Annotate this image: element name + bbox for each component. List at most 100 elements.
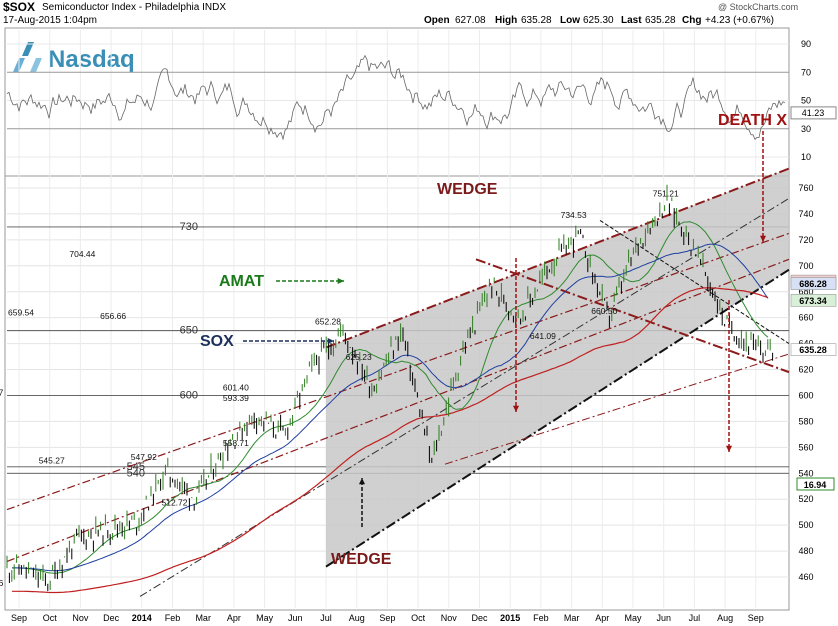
death-x-label: DEATH X [718, 112, 787, 129]
y-tick-label: 740 [798, 209, 813, 219]
x-tick-label: Sep [11, 613, 27, 623]
x-tick-label: Dec [471, 613, 488, 623]
price-label: 751.21 [653, 188, 679, 198]
price-label: 597.67 [0, 387, 4, 397]
rsi-tick-label: 90 [801, 39, 811, 49]
last-price-tag: 635.28 [790, 343, 837, 356]
channel-line-upper [6, 232, 790, 511]
header-low-value: 625.30 [583, 15, 614, 26]
y-tick-label: 460 [798, 572, 813, 582]
price-label: 704.44 [69, 249, 95, 259]
x-tick-label: Mar [564, 613, 580, 623]
wedge-pattern [6, 167, 790, 597]
price-label: 652.28 [315, 317, 341, 327]
rsi-tick-label: 30 [801, 124, 811, 134]
price-label: 601.40 [223, 383, 249, 393]
price-label: 593.39 [223, 393, 249, 403]
rsi-indicator: 10 30 50 70 90 41.23 [6, 39, 837, 162]
y-tick-label: 480 [798, 546, 813, 556]
x-tick-label: Feb [165, 613, 181, 623]
lower-indicator-tag: 16.94 [796, 477, 835, 491]
header-symbol: $SOX [3, 0, 35, 14]
price-bars [6, 184, 774, 592]
header-open-label: Open [424, 15, 450, 26]
price-label: 558.71 [223, 438, 249, 448]
x-tick-label: Jul [320, 613, 332, 623]
chart-header: $SOX Semiconductor Index - Philadelphia … [3, 0, 798, 26]
y-tick-label: 700 [798, 261, 813, 271]
y-tick-label: 560 [798, 442, 813, 452]
x-tick-label: Jun [288, 613, 303, 623]
header-chg-value: +4.23 (+0.67%) [705, 15, 774, 26]
x-tick-label: May [624, 613, 642, 623]
ma-red-line [12, 287, 769, 594]
rsi-tick-label: 70 [801, 67, 811, 77]
amat-arrow [276, 277, 344, 285]
nasdaq-logo-text: Nasdaq [48, 46, 135, 73]
x-tick-label: Apr [227, 613, 241, 623]
level-label: 730 [180, 221, 198, 233]
lower-indicator-tag-box [796, 477, 835, 491]
ma-green-line [12, 221, 769, 574]
header-chg-label: Chg [682, 15, 701, 26]
rsi-last-tag-text: 41.23 [802, 108, 825, 118]
ma-blue-line [12, 243, 769, 572]
support-line [444, 353, 790, 465]
x-tick-label: Mar [195, 613, 211, 623]
price-label: 641.09 [530, 331, 556, 341]
sox-arrow [243, 337, 334, 345]
wedge-drop-arrow-1 [512, 258, 520, 412]
death-x-arrow [759, 131, 767, 242]
y-tick-label: 500 [798, 520, 813, 530]
level-label: 545 [127, 461, 145, 473]
x-tick-label: Jul [689, 613, 701, 623]
y-tick-label: 760 [798, 183, 813, 193]
ma-blue-tag-text: 686.28 [799, 279, 827, 289]
ma-blue-tag: 686.28 [790, 277, 837, 290]
level-label: 600 [180, 389, 198, 401]
y-tick-label: 720 [798, 235, 813, 245]
price-label: 625.23 [346, 352, 372, 362]
price-label: 659.54 [8, 307, 34, 317]
wedge-label-bottom: WEDGE [331, 551, 392, 568]
rsi-tick-label: 50 [801, 96, 811, 106]
level-label: 540 [127, 467, 145, 479]
header-name: Semiconductor Index - Philadelphia INDX [42, 2, 226, 13]
sox-arrow-head [327, 337, 334, 345]
ma-green-tag-text: 673.34 [799, 296, 827, 306]
price-label: 545.27 [39, 455, 65, 465]
x-tick-label: Aug [717, 613, 733, 623]
header-last-label: Last [621, 15, 642, 26]
ma-green-tag: 673.34 [790, 294, 837, 307]
wedge-label-top: WEDGE [437, 181, 498, 198]
wedge-drop-arrow-2-head [725, 445, 733, 452]
lower-indicator-tag-text: 16.94 [804, 480, 827, 490]
death-x-arrow-head [759, 235, 767, 242]
rsi-last-tag: 41.23 [790, 106, 837, 120]
x-tick-label: 2014 [132, 613, 152, 623]
x-tick-label: 2015 [500, 613, 520, 623]
price-label: 734.53 [561, 210, 587, 220]
x-tick-label: Nov [441, 613, 458, 623]
price-label: 656.66 [100, 311, 126, 321]
price-label: 512.72 [162, 498, 188, 508]
price-label: 660.50 [591, 306, 617, 316]
x-axis-ticks: Sep Oct Nov Dec 2014 Feb Mar Apr May Jun Jul Aug Sep… [11, 613, 764, 623]
nasdaq-logo: Nasdaq [13, 42, 135, 73]
header-last-value: 635.28 [645, 15, 676, 26]
x-tick-label: Feb [533, 613, 549, 623]
wedge-lower-line [325, 268, 790, 568]
amat-label: AMAT [219, 273, 264, 290]
price-label: 450.56 [0, 578, 4, 588]
rsi-last-tag-box [790, 106, 837, 120]
x-tick-label: Oct [411, 613, 426, 623]
y-tick-label: 540 [798, 468, 813, 478]
channel-line-lower [6, 258, 790, 562]
downtrend-line [475, 258, 790, 374]
moving-averages [12, 221, 769, 594]
rsi-tick-label: 10 [801, 152, 811, 162]
header-high-value: 635.28 [521, 15, 552, 26]
